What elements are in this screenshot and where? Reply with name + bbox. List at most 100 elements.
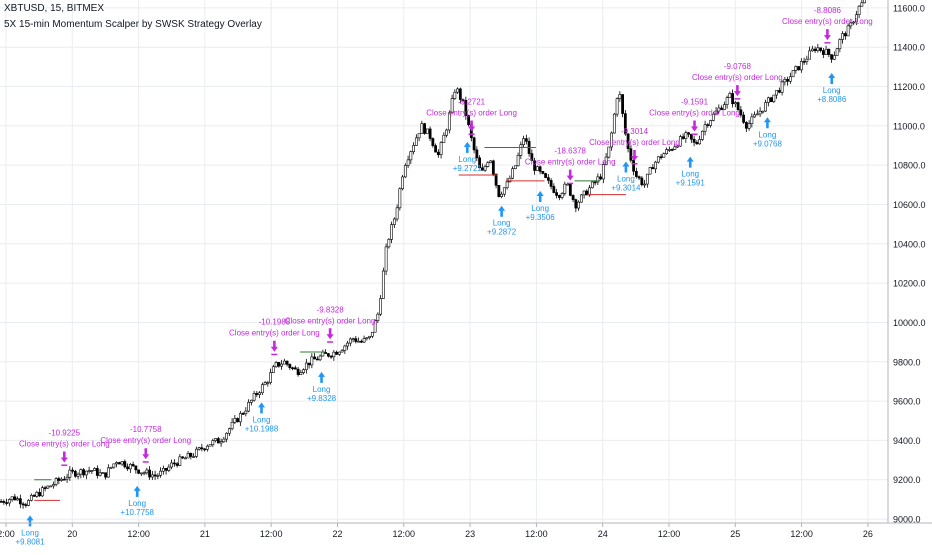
candle-body <box>544 173 548 178</box>
candle-body <box>137 469 141 474</box>
candle-body <box>744 122 748 129</box>
candle-body <box>87 470 91 472</box>
candle-body <box>13 496 17 501</box>
candle-body <box>346 342 350 347</box>
long-entry-label: Long <box>458 155 476 164</box>
candle-body <box>566 183 570 186</box>
candle-body <box>574 199 578 209</box>
candle-body <box>126 466 130 470</box>
candle-body <box>417 133 421 139</box>
candle-body <box>610 132 614 148</box>
close-exit-arrow-icon <box>823 29 831 41</box>
candle-body <box>607 146 611 158</box>
candle-body <box>755 113 759 116</box>
candle-body <box>269 372 273 383</box>
candle-body <box>321 351 325 357</box>
candle-body <box>315 358 319 361</box>
candle-body <box>79 469 83 475</box>
candle-body <box>483 166 487 171</box>
long-entry-label: Long <box>758 130 776 139</box>
candle-body <box>398 188 402 209</box>
candle-body <box>634 170 638 177</box>
candle-body <box>508 177 512 183</box>
candle-body <box>703 124 707 132</box>
candle-body <box>387 239 391 248</box>
candle-body <box>73 470 77 477</box>
close-order-label: Close entry(s) order Long <box>525 158 616 167</box>
close-order-label: Close entry(s) order Long <box>649 108 740 117</box>
candle-body <box>852 21 856 24</box>
close-exit-arrow-icon <box>691 120 699 132</box>
price-tick-label: 11400.0 <box>893 43 925 53</box>
candle-body <box>156 475 160 477</box>
candle-body <box>263 382 267 386</box>
candle-body <box>216 438 220 444</box>
candle-body <box>788 76 792 82</box>
candle-body <box>813 48 817 51</box>
candle-body <box>150 474 154 478</box>
candle-body <box>464 100 468 116</box>
candle-body <box>365 337 369 340</box>
candle-body <box>832 55 836 60</box>
candle-body <box>280 363 284 367</box>
candle-body <box>720 107 724 110</box>
price-tick-label: 11000.0 <box>893 121 925 131</box>
candle-body <box>662 153 666 158</box>
long-entry-label: Long <box>823 86 841 95</box>
time-tick-label: 21 <box>200 529 210 539</box>
candle-body <box>846 25 850 37</box>
price-axis[interactable]: 9000.0 9200.0 9400.0 9600.0 9800.0 10000.0 102… <box>893 3 926 524</box>
price-tick-label: 10000.0 <box>893 318 926 328</box>
long-entry-label: Long <box>617 174 635 183</box>
candle-body <box>379 298 383 315</box>
candle-body <box>131 464 135 467</box>
price-tick-label: 9000.0 <box>893 515 921 525</box>
candle-body <box>189 452 193 457</box>
candle-body <box>10 496 14 500</box>
candle-body <box>700 130 704 140</box>
candle-body <box>326 353 330 357</box>
candle-body <box>802 61 806 63</box>
price-tick-label: 10600.0 <box>893 200 926 210</box>
time-axis[interactable]: 2:00 20 12:00 21 12:00 22 12:00 23 12:00 24 12:00 2… <box>0 523 873 539</box>
candles <box>0 0 867 509</box>
candle-body <box>516 155 520 167</box>
candle-body <box>519 144 523 156</box>
candle-body <box>285 360 289 365</box>
candle-body <box>142 472 146 475</box>
candle-body <box>538 166 542 172</box>
candle-body <box>830 54 834 60</box>
candle-body <box>227 428 231 434</box>
candle-body <box>623 113 627 135</box>
long-entry-label: Long <box>21 528 39 537</box>
candle-body <box>43 487 47 489</box>
price-tick-label: 10200.0 <box>893 279 926 289</box>
price-tick-label: 9600.0 <box>893 397 921 407</box>
candle-body <box>282 360 286 365</box>
price-tick-label: 10400.0 <box>893 239 926 249</box>
candle-body <box>35 492 39 497</box>
candle-body <box>200 447 204 450</box>
long-entry-value: +9.3014 <box>611 183 641 192</box>
candle-body <box>706 124 710 126</box>
candle-body <box>640 177 644 186</box>
candle-body <box>590 181 594 189</box>
candle-body <box>120 461 124 465</box>
candle-body <box>673 146 677 150</box>
candle-body <box>601 164 605 180</box>
close-order-label: Close entry(s) order Long <box>19 439 110 448</box>
candle-body <box>255 393 259 395</box>
close-exit-bar <box>142 461 149 463</box>
time-tick-label: 20 <box>67 529 77 539</box>
candle-body <box>343 345 347 351</box>
candle-body <box>475 149 479 159</box>
candle-body <box>524 138 528 142</box>
grid <box>0 0 888 523</box>
candle-body <box>384 246 388 272</box>
candle-body <box>698 139 702 145</box>
close-exit-arrow-icon <box>326 328 334 340</box>
candle-body <box>46 485 50 489</box>
candle-body <box>714 110 718 115</box>
